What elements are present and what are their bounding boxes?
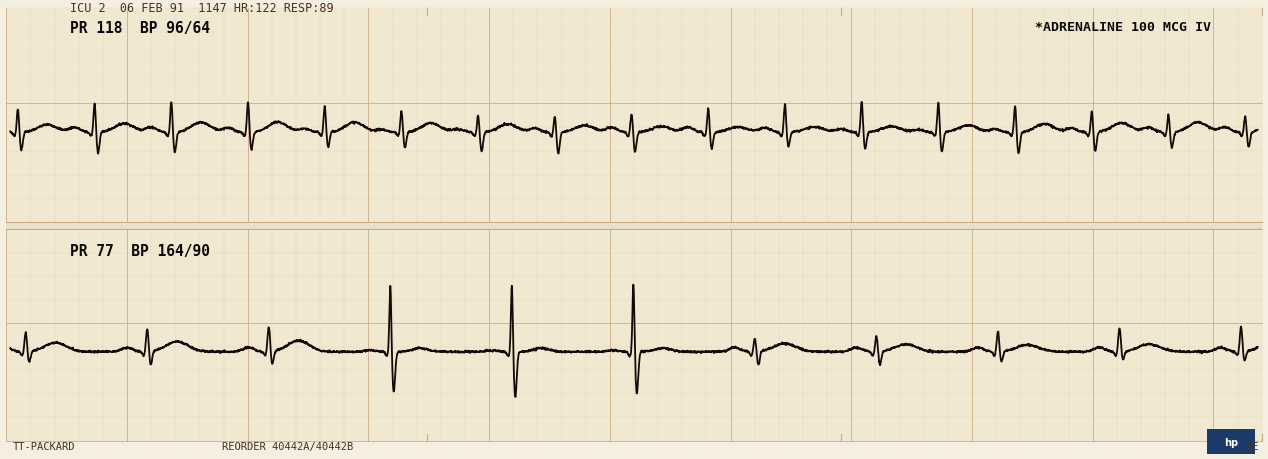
Bar <box>6 230 1262 441</box>
Bar <box>1207 429 1255 454</box>
Text: PR 118  BP 96/64: PR 118 BP 96/64 <box>70 21 209 36</box>
Bar <box>6 223 1262 230</box>
Text: PR 77  BP 164/90: PR 77 BP 164/90 <box>70 243 209 258</box>
Text: TT-PACKARD: TT-PACKARD <box>13 441 75 451</box>
Bar <box>6 9 1262 223</box>
Text: REORDER 40442A/40442B: REORDER 40442A/40442B <box>222 441 354 451</box>
Text: ICU 2  06 FEB 91  1147 HR:122 RESP:89: ICU 2 06 FEB 91 1147 HR:122 RESP:89 <box>70 2 333 15</box>
Text: hp: hp <box>1224 437 1239 447</box>
Text: HE: HE <box>1246 441 1259 451</box>
Text: *ADRENALINE 100 MCG IV: *ADRENALINE 100 MCG IV <box>1035 21 1211 34</box>
